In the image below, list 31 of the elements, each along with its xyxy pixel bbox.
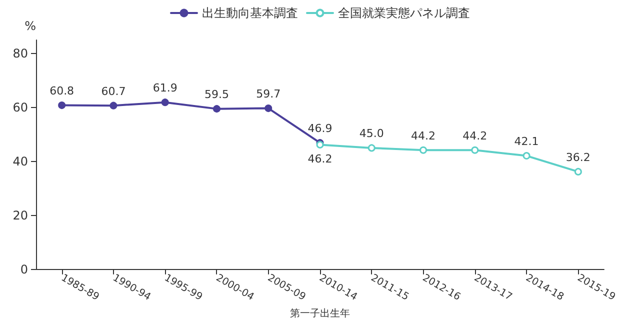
y-tick-label: 40 xyxy=(12,154,28,168)
point xyxy=(368,144,376,152)
legend-label: 出生動向基本調査 xyxy=(202,6,298,20)
point xyxy=(212,105,220,113)
point xyxy=(522,152,530,160)
y-tick-label: 60 xyxy=(12,100,28,114)
data-label: 60.8 xyxy=(50,84,74,98)
point xyxy=(161,98,169,106)
y-tick-label: 0 xyxy=(20,262,28,276)
data-label: 44.2 xyxy=(411,129,436,142)
point xyxy=(58,102,66,110)
point xyxy=(110,102,118,110)
point xyxy=(420,146,428,154)
data-label: 46.9 xyxy=(308,122,332,136)
data-label: 61.9 xyxy=(152,82,178,95)
data-label: 42.1 xyxy=(514,135,539,148)
point xyxy=(471,146,479,154)
x-axis-title: 第一子出生年 xyxy=(290,308,350,320)
y-tick-label: 80 xyxy=(12,46,28,60)
data-label: 45.0 xyxy=(359,127,384,140)
data-label: 59.7 xyxy=(256,88,281,101)
data-label: 46.2 xyxy=(308,152,332,166)
data-label: 59.5 xyxy=(204,88,229,102)
data-label: 36.2 xyxy=(566,150,590,164)
data-label: 60.7 xyxy=(101,84,126,98)
y-tick-label: 20 xyxy=(12,208,28,222)
point xyxy=(574,168,582,176)
legend-label: 全国就業実態パネル調査 xyxy=(338,6,470,20)
y-axis-title: % xyxy=(24,19,36,33)
data-label: 44.2 xyxy=(462,129,488,142)
point xyxy=(264,104,272,112)
